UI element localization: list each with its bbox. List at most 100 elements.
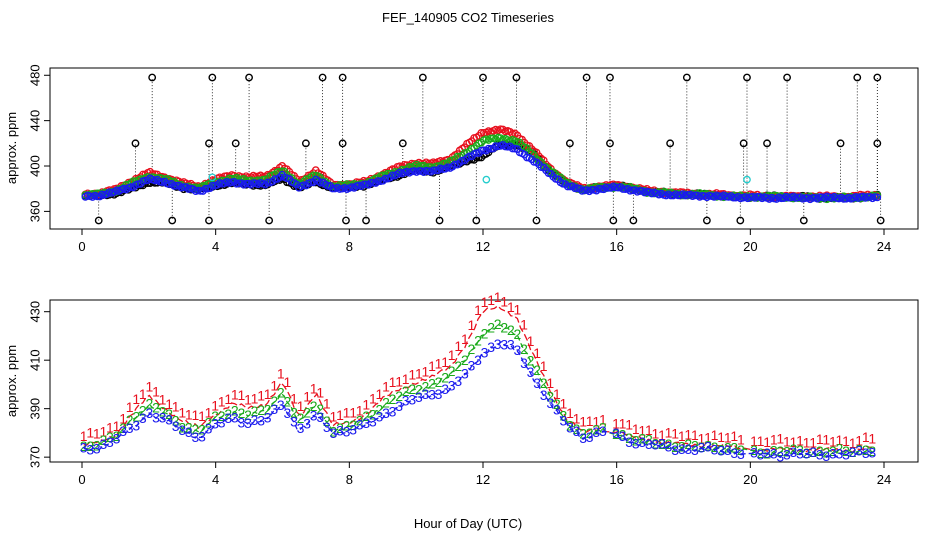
top-spike-low-point-7 <box>472 216 481 225</box>
bottom-marker-3-140: 3 <box>540 387 548 403</box>
bottom-marker-1-166: 1 <box>632 421 640 437</box>
bottom-marker-1-196: 1 <box>730 428 738 444</box>
top-point-blue-38 <box>172 181 181 190</box>
top-point-blue-64 <box>235 179 243 188</box>
top-spike-low-point-8 <box>532 216 541 225</box>
bottom-marker-2-222: 2 <box>822 445 830 461</box>
bottom-marker-2-106: 2 <box>428 375 436 391</box>
bottom-marker-3-144: 3 <box>553 402 561 418</box>
top-spike-high-point-0 <box>148 73 157 82</box>
top-point-blue-153 <box>448 162 457 171</box>
bottom-ytick-label-390: 390 <box>27 398 42 420</box>
bottom-marker-2-236: 2 <box>868 443 876 459</box>
top-spike-low-point-10 <box>629 216 638 225</box>
top-spike-high-point-8 <box>582 73 591 82</box>
bottom-marker-2-218: 2 <box>809 444 817 460</box>
bottom-marker-2-18: 2 <box>139 403 147 419</box>
bottom-marker-2-22: 2 <box>152 399 160 415</box>
bottom-xtick-label-24: 24 <box>877 472 891 487</box>
bottom-marker-1-216: 1 <box>803 434 811 450</box>
top-spike-low-point-1 <box>168 216 177 225</box>
bottom-marker-3-50: 3 <box>244 415 252 431</box>
bottom-marker-3-106: 3 <box>428 386 436 402</box>
bottom-xtick-label-20: 20 <box>743 472 757 487</box>
bottom-marker-1-126: 1 <box>494 289 502 305</box>
bottom-marker-3-64: 3 <box>290 413 298 429</box>
bottom-marker-2-176: 2 <box>665 436 673 452</box>
bottom-marker-2-46: 2 <box>231 402 239 418</box>
bottom-marker-2-38: 2 <box>205 415 213 431</box>
bottom-marker-2-50: 2 <box>244 407 252 423</box>
bottom-marker-3-138: 3 <box>533 375 541 391</box>
bottom-marker-3-174: 3 <box>658 435 666 451</box>
top-xtick-label-16: 16 <box>609 239 623 254</box>
bottom-marker-2-52: 2 <box>251 403 259 419</box>
top-axes: 0 4 8 12 16 20 24 360 400 440 480 <box>27 64 891 254</box>
top-point-blue-37 <box>170 182 178 190</box>
bottom-marker-1-56: 1 <box>264 386 272 402</box>
top-spike-high-point-3 <box>318 73 327 82</box>
bottom-marker-3-86: 3 <box>362 415 370 431</box>
bottom-marker-3-168: 3 <box>638 434 646 450</box>
top-point-blue-145 <box>429 166 438 175</box>
bottom-marker-1-162: 1 <box>619 416 627 432</box>
bottom-xtick-label-12: 12 <box>476 472 490 487</box>
bottom-plot-frame <box>49 299 919 463</box>
bottom-ylabel: approx. ppm <box>4 345 19 417</box>
bottom-marker-2-178: 2 <box>671 439 679 455</box>
top-point-blue-290 <box>777 194 786 203</box>
bottom-marker-3-120: 3 <box>474 352 482 368</box>
bottom-marker-1-76: 1 <box>330 408 338 424</box>
bottom-marker-3-218: 3 <box>809 444 817 460</box>
top-point-blue-326 <box>863 193 872 201</box>
top-point-blue-206 <box>575 184 584 193</box>
bottom-marker-2-34: 2 <box>191 421 199 437</box>
bottom-marker-3-190: 3 <box>711 441 719 457</box>
bottom-marker-3-178: 3 <box>671 442 679 458</box>
bottom-marker-3-78: 3 <box>336 423 344 439</box>
bottom-marker-2-148: 2 <box>566 417 574 433</box>
bottom-marker-1-188: 1 <box>704 429 712 445</box>
bottom-marker-1-204: 1 <box>763 434 771 450</box>
top-point-cyan-1 <box>482 175 491 184</box>
bottom-marker-3-112: 3 <box>448 378 456 394</box>
bottom-marker-1-58: 1 <box>270 378 278 394</box>
bottom-marker-2-74: 2 <box>323 413 331 429</box>
bottom-marker-2-42: 2 <box>218 408 226 424</box>
bottom-marker-3-136: 3 <box>527 364 535 380</box>
top-spike-low-point-3 <box>265 216 274 225</box>
top-point-blue-158 <box>460 156 469 165</box>
bottom-marker-1-72: 1 <box>316 385 324 401</box>
bottom-marker-3-4: 3 <box>93 440 101 456</box>
bottom-line-1 <box>83 305 873 454</box>
bottom-marker-2-62: 2 <box>284 394 292 410</box>
bottom-marker-1-110: 1 <box>441 354 449 370</box>
bottom-marker-1-2: 1 <box>86 425 94 441</box>
top-spike-high-point-4 <box>338 73 347 82</box>
bottom-marker-3-24: 3 <box>159 410 167 426</box>
top-point-blue-53 <box>208 181 217 190</box>
bottom-marker-2-126: 2 <box>494 316 502 332</box>
bottom-marker-1-148: 1 <box>566 405 574 421</box>
top-spike-low-point-12 <box>736 216 745 225</box>
bottom-marker-3-200: 3 <box>750 444 758 460</box>
top-ytick-label-360: 360 <box>27 201 42 223</box>
bottom-marker-2-76: 2 <box>330 424 338 440</box>
bottom-marker-2-28: 2 <box>172 412 180 428</box>
bottom-marker-1-120: 1 <box>474 302 482 318</box>
bottom-marker-2-226: 2 <box>836 441 844 457</box>
bottom-marker-3-100: 3 <box>408 391 416 407</box>
bottom-marker-2-140: 2 <box>540 375 548 391</box>
bottom-marker-1-176: 1 <box>665 425 673 441</box>
top-point-blue-50 <box>201 184 210 193</box>
bottom-marker-2-198: 2 <box>737 442 745 458</box>
top-point-blue-306 <box>815 193 824 201</box>
bottom-marker-3-236: 3 <box>868 445 876 461</box>
top-point-blue-5 <box>93 192 102 201</box>
bottom-marker-2-234: 2 <box>862 442 870 458</box>
bottom-marker-1-142: 1 <box>546 375 554 391</box>
bottom-marker-1-24: 1 <box>159 392 167 408</box>
bottom-marker-3-70: 3 <box>310 407 318 423</box>
bottom-marker-3-110: 3 <box>441 381 449 397</box>
bottom-marker-3-10: 3 <box>113 430 121 446</box>
